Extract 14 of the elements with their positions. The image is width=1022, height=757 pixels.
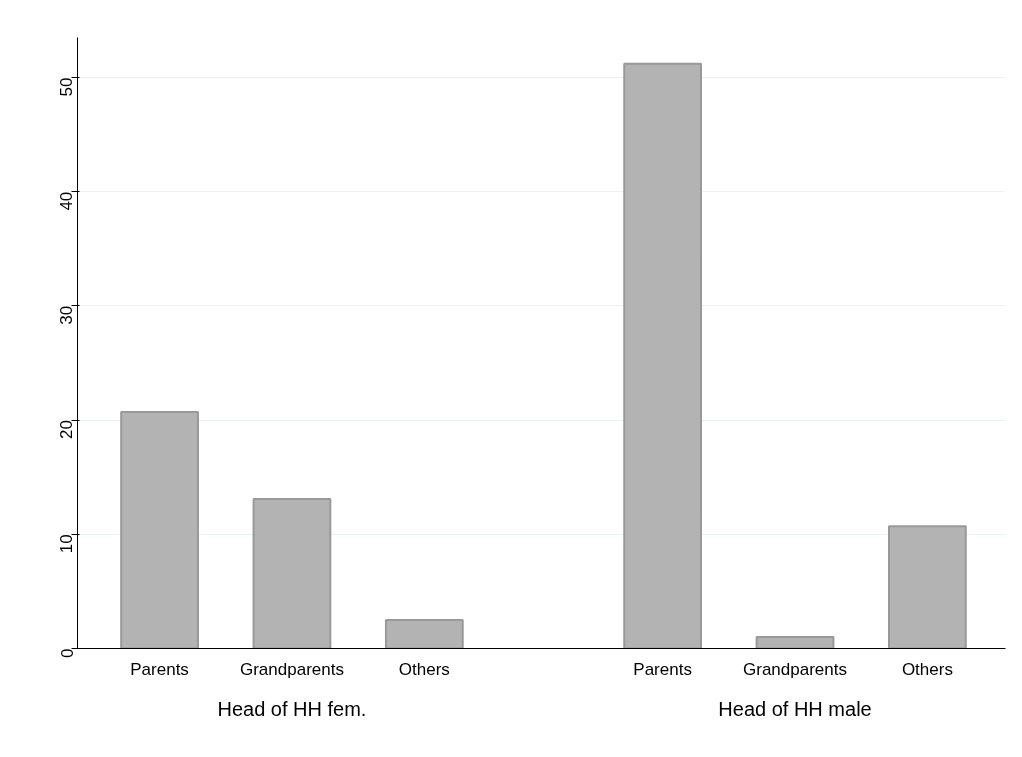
text: Head of HH fem. [217, 697, 367, 720]
text: Head of HH male [718, 697, 872, 720]
y-tick-label: 0 [57, 648, 77, 658]
x-tick-label: Parents [130, 659, 189, 679]
y-tick-label: 30 [57, 305, 77, 325]
x-tick-label: Grandparents [743, 659, 847, 679]
x-tick-label: Others [398, 659, 450, 679]
y-tick-label: 10 [57, 534, 77, 554]
x-tick-label: Grandparents [239, 659, 344, 679]
y-tick-label: 40 [57, 191, 77, 211]
x-tick-label: Parents [633, 659, 692, 679]
y-tick-label: 50 [57, 77, 77, 97]
x-tick-label: Others [901, 659, 953, 679]
y-tick-label: 20 [57, 420, 77, 439]
